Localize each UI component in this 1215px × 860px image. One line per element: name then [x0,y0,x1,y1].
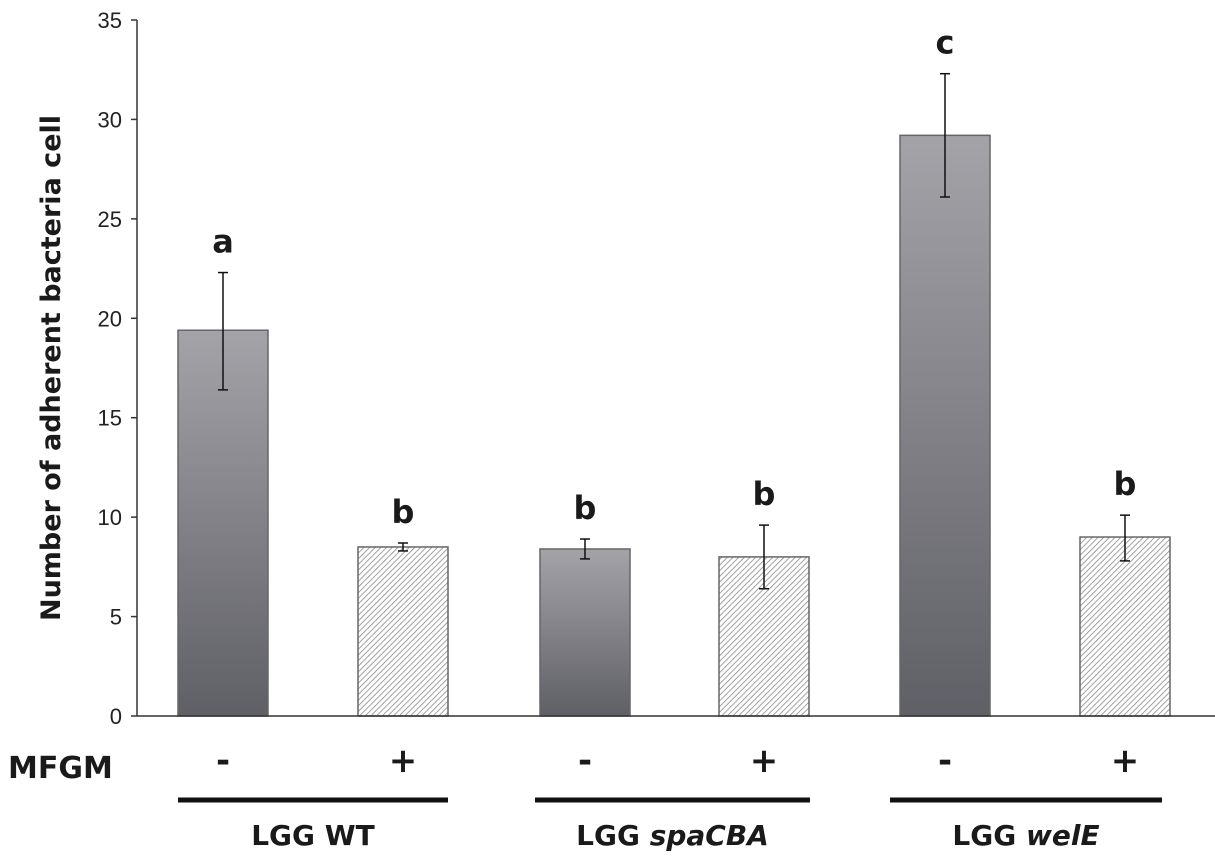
bar [1079,536,1171,717]
y-axis-label: Number of adherent bacteria cell [36,115,67,621]
group-labels: LGG WT LGG spaCBA LGG welE [178,797,1162,852]
mfgm-sign: + [750,741,779,781]
bars-layer: a b b b c b [177,24,1171,717]
significance-label: b [574,489,597,527]
y-tick-label: 10 [98,505,122,530]
bar [539,548,631,717]
significance-label: b [1114,465,1137,503]
y-tick-label: 5 [110,605,122,630]
significance-label: b [392,493,415,531]
group-label: LGG WT [251,819,375,852]
y-tick-label: 25 [98,207,122,232]
significance-label: a [212,223,234,261]
mfgm-sign: - [216,741,230,781]
significance-label: b [753,475,776,513]
bar [899,134,991,717]
mfgm-sign: - [938,741,952,781]
mfgm-sign: + [389,741,418,781]
y-tick-label: 0 [110,704,122,729]
mfgm-row-label: MFGM [8,751,113,786]
mfgm-sign: + [1111,741,1140,781]
group-label: LGG welE [952,819,1099,852]
mfgm-sign: - [578,741,592,781]
y-axis-ticks: 0 5 10 15 20 25 30 35 [98,8,137,729]
group-label: LGG spaCBA [576,819,769,852]
significance-label: c [936,24,955,62]
mfgm-signs: - + - + - + [216,741,1139,781]
y-tick-label: 15 [98,406,122,431]
bar [177,329,269,717]
y-tick-label: 30 [98,107,122,132]
bar [357,546,449,717]
y-tick-label: 35 [98,8,122,33]
y-tick-label: 20 [98,306,122,331]
